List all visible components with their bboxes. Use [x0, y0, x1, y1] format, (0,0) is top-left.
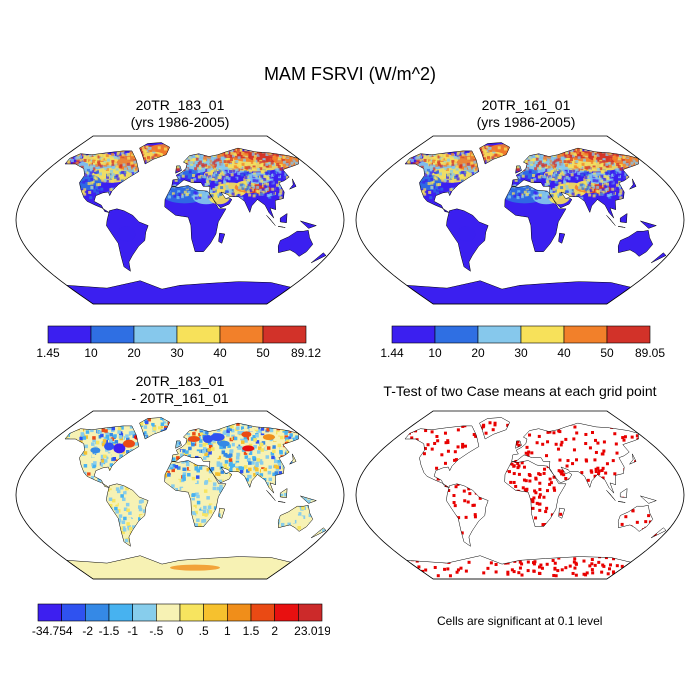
colorbar-label: 1.5 [243, 624, 260, 638]
colorbar-label: 50 [256, 346, 270, 360]
colorbar-box [90, 325, 135, 344]
map-panel2 [355, 135, 685, 305]
coastlines [404, 417, 667, 580]
colorbar-label: 0 [177, 624, 184, 638]
colorbar-box [227, 603, 252, 622]
colorbar-label: 89.05 [635, 346, 665, 360]
panel1-title: 20TR_183_01 (yrs 1986-2005) [25, 97, 335, 131]
panel3-title: 20TR_183_01 - 20TR_161_01 [25, 373, 335, 407]
colorbar-box [108, 603, 133, 622]
panel3-title-line2: - 20TR_161_01 [131, 390, 229, 406]
colorbar-box [85, 603, 110, 622]
panel4-title: T-Test of two Case means at each grid po… [383, 383, 657, 399]
colorbar-label: 89.12 [291, 346, 321, 360]
colorbar-label: 1.45 [36, 346, 60, 360]
colorbar-label: 2 [271, 624, 278, 638]
colorbar-box [219, 325, 264, 344]
colorbar-box [520, 325, 565, 344]
colorbar-label: -.5 [149, 624, 163, 638]
colorbar-label: 10 [84, 346, 98, 360]
colorbar-label: -1.5 [99, 624, 120, 638]
colorbar-label: -2 [82, 624, 93, 638]
colorbar-label: 20 [471, 346, 485, 360]
colorbar-panel2: 1.44 10 20 30 40 50 89.05 [380, 325, 665, 360]
colorbar-box [61, 603, 86, 622]
map-panel3 [15, 410, 345, 580]
panel2-title-line1: 20TR_161_01 [481, 97, 571, 113]
colorbar-box [434, 325, 479, 344]
map-outline [15, 135, 345, 305]
colorbar-box [262, 325, 307, 344]
colorbar-box [563, 325, 608, 344]
colorbar-box [298, 603, 323, 622]
colorbar-box [477, 325, 522, 344]
colorbar-box [133, 325, 178, 344]
colorbar-box [37, 603, 62, 622]
colorbar-label: 40 [213, 346, 227, 360]
map-outline [355, 135, 685, 305]
colorbar-box [156, 603, 181, 622]
colorbar-box [274, 603, 299, 622]
colorbar-label: 30 [170, 346, 184, 360]
colorbar-label: 1.44 [380, 346, 404, 360]
map-ocean [356, 411, 684, 579]
panel3-title-line1: 20TR_183_01 [135, 373, 225, 389]
colorbar-box [250, 603, 275, 622]
colorbar-label: 50 [600, 346, 614, 360]
significance-note: Cells are significant at 0.1 level [437, 614, 603, 628]
panel2-title: 20TR_161_01 (yrs 1986-2005) [371, 97, 681, 131]
colorbar-label: 10 [428, 346, 442, 360]
map-outline [355, 410, 685, 580]
colorbar-label: 1 [224, 624, 231, 638]
colorbar-label: -34.754 [32, 624, 73, 638]
colorbar-label: 40 [557, 346, 571, 360]
colorbar-box [47, 325, 92, 344]
colorbar-label: 23.019 [294, 624, 330, 638]
colorbar-panel1: 1.45 10 20 30 40 50 89.12 [36, 325, 321, 360]
map-panel1 [15, 135, 345, 305]
colorbar-label: 20 [127, 346, 141, 360]
colorbar-box [132, 603, 157, 622]
colorbar-panel3: -34.754 -2 -1.5 -1 -.5 0 .5 1 1.5 2 23.019 [32, 603, 330, 638]
panel1-title-line2: (yrs 1986-2005) [130, 114, 230, 130]
map-outline [15, 410, 345, 580]
colorbar-box [391, 325, 436, 344]
panel2-title-line2: (yrs 1986-2005) [476, 114, 576, 130]
map-panel4 [355, 410, 685, 580]
colorbar-label: -1 [127, 624, 138, 638]
colorbar-box [176, 325, 221, 344]
panel1-title-line1: 20TR_183_01 [135, 97, 225, 113]
figure-title: MAM FSRVI (W/m^2) [263, 64, 437, 84]
colorbar-label: .5 [199, 624, 209, 638]
colorbar-box [179, 603, 204, 622]
colorbar-box [203, 603, 228, 622]
colorbar-label: 30 [514, 346, 528, 360]
colorbar-box [606, 325, 651, 344]
